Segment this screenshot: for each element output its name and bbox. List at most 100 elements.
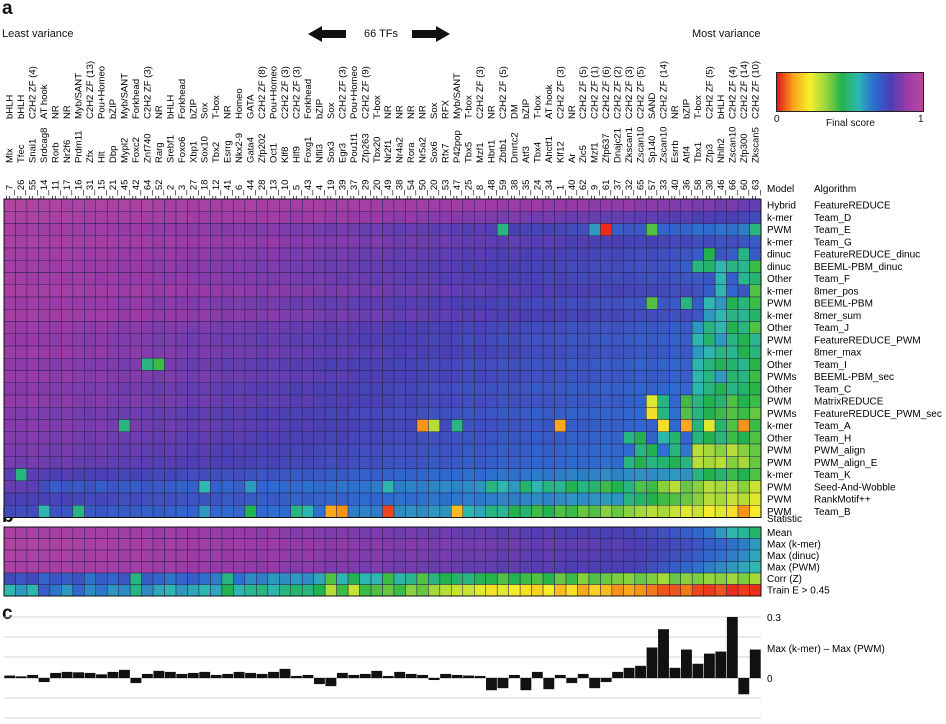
stat-cell <box>38 584 51 597</box>
stat-cell <box>198 549 211 562</box>
heatmap-cell <box>542 407 555 420</box>
heatmap-cell <box>565 211 578 224</box>
heatmap-cell <box>668 456 681 469</box>
heatmap-cell <box>646 370 659 383</box>
difference-bar <box>164 671 176 678</box>
tf-id-label: TF_18 <box>200 180 211 207</box>
heatmap-cell <box>187 235 200 249</box>
heatmap-cell <box>38 492 51 506</box>
heatmap-cell <box>95 358 108 371</box>
heatmap-cell <box>451 247 464 261</box>
heatmap-cell <box>451 358 464 371</box>
heatmap-cell <box>256 480 269 494</box>
stat-cell <box>313 538 326 551</box>
stat-cell <box>370 549 383 562</box>
heatmap-cell <box>279 480 291 494</box>
heatmap-cell <box>175 431 188 445</box>
tf-family-label: C2H2 ZF (8) <box>257 66 268 119</box>
heatmap-cell <box>405 505 418 518</box>
heatmap-cell <box>623 247 636 261</box>
heatmap-cell <box>129 211 142 224</box>
heatmap-cell <box>577 260 590 273</box>
heatmap-cell <box>646 468 659 481</box>
stat-cell <box>554 572 567 585</box>
stat-cell <box>588 584 601 597</box>
heatmap-cell <box>164 211 177 224</box>
heatmap-cell <box>565 284 578 298</box>
heatmap-cell <box>749 456 762 469</box>
heatmap-cell <box>554 382 567 396</box>
stat-cell <box>519 561 532 574</box>
heatmap-cell <box>106 211 119 224</box>
tf-id-label: TF_7 <box>5 185 16 207</box>
tf-family-label: Sox <box>429 102 440 119</box>
heatmap-cell <box>451 296 464 310</box>
stat-cell <box>233 526 246 539</box>
most-variance-label: Most variance <box>692 28 761 40</box>
heatmap-cell <box>703 260 716 273</box>
heatmap-cell <box>428 394 441 408</box>
tf-name-label: Zfp300 <box>739 133 750 163</box>
heatmap-cell <box>141 480 154 494</box>
heatmap-cell <box>359 419 372 432</box>
heatmap-cell <box>680 345 693 359</box>
row-model-label: PWM <box>767 397 791 408</box>
stat-cell <box>439 538 452 551</box>
stat-cell <box>451 526 464 539</box>
stat-cell <box>726 538 739 551</box>
heatmap-cell <box>141 505 154 518</box>
heatmap-cell <box>49 431 62 445</box>
heatmap-cell <box>519 431 532 445</box>
heatmap-cell <box>382 505 395 518</box>
heatmap-cell <box>370 358 383 371</box>
tf-family-label: SAND <box>647 92 658 119</box>
heatmap-cell <box>634 382 647 396</box>
row-algorithm-label: Team_B <box>814 507 851 518</box>
heatmap-cell <box>3 394 16 408</box>
heatmap-cell <box>279 345 291 359</box>
heatmap-cell <box>382 419 395 432</box>
heatmap-cell <box>588 480 601 494</box>
heatmap-cell <box>290 431 303 445</box>
heatmap-cell <box>439 492 452 506</box>
stat-cell <box>393 526 406 539</box>
heatmap-cell <box>462 284 475 298</box>
heatmap-cell <box>703 309 716 322</box>
difference-bar <box>577 673 589 678</box>
heatmap-cell <box>84 247 97 261</box>
heatmap-cell <box>61 198 74 212</box>
heatmap-cell <box>634 456 647 469</box>
tf-id-label: TF_2 <box>165 185 176 207</box>
heatmap-cell <box>508 431 521 445</box>
heatmap-cell <box>3 260 16 273</box>
heatmap-cell <box>61 505 74 518</box>
stat-cell <box>267 561 280 574</box>
heatmap-cell <box>588 284 601 298</box>
heatmap-cell <box>324 407 337 420</box>
heatmap-cell <box>611 296 624 310</box>
heatmap-cell <box>210 272 223 285</box>
stat-cell <box>405 561 418 574</box>
heatmap-cell <box>175 260 188 273</box>
tf-family-label: C2H2 ZF (10) <box>750 61 761 119</box>
heatmap-cell <box>95 382 108 396</box>
stat-cell <box>370 584 383 597</box>
heatmap-cell <box>737 431 750 445</box>
heatmap-cell <box>279 272 291 285</box>
heatmap-cell <box>474 358 486 371</box>
stat-cell <box>359 549 372 562</box>
heatmap-cell <box>370 235 383 249</box>
stat-cell <box>691 538 704 551</box>
heatmap-cell <box>290 260 303 273</box>
heatmap-cell <box>405 456 418 469</box>
heatmap-cell <box>588 321 601 334</box>
heatmap-cell <box>72 296 85 310</box>
heatmap-cell <box>233 505 246 518</box>
heatmap-cell <box>577 235 590 249</box>
heatmap-cell <box>428 284 441 298</box>
stat-cell <box>405 549 418 562</box>
stat-cell <box>703 572 716 585</box>
heatmap-cell <box>393 382 406 396</box>
heatmap-cell <box>474 492 486 506</box>
heatmap-cell <box>531 235 544 249</box>
